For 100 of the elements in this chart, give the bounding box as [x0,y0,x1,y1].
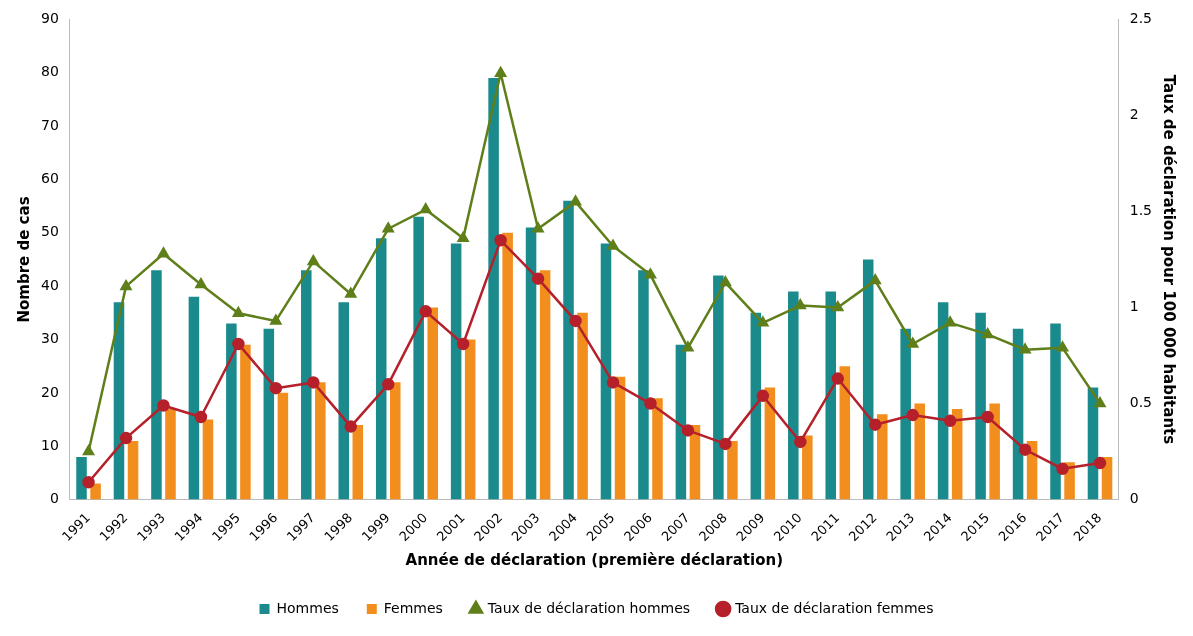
bar [900,328,911,500]
point [719,276,731,287]
point [606,376,620,389]
point [832,301,844,312]
point [382,222,394,233]
bar [600,243,612,500]
bar [375,238,387,500]
y-tick-label: 20 [40,383,59,400]
bar [876,414,888,500]
point [269,381,283,395]
bar [389,382,401,500]
bar [839,366,851,500]
y-tick-label: 10 [40,436,59,453]
legend-label: Taux de déclaration femmes [734,599,934,616]
point [794,435,807,449]
bar [263,328,275,500]
point [82,445,95,456]
point [644,397,657,410]
bar [989,403,1000,500]
point [82,476,95,489]
bar [352,424,364,500]
bar [450,243,462,500]
bar [464,339,476,500]
y-axis-title: Nombre de cas [14,196,33,323]
bar [240,344,251,500]
y2-tick-label: 1.5 [1129,202,1152,219]
bar [188,296,200,500]
bar [502,232,513,500]
y-tick-label: 90 [40,10,59,27]
point [495,66,507,77]
y2-tick-label: 1 [1129,298,1139,315]
point [157,399,170,412]
point [982,328,994,339]
y-tick-label: 70 [40,116,59,133]
bar [301,270,312,500]
point [381,378,395,391]
point [719,437,732,451]
point [194,410,208,424]
point [456,337,470,351]
point [569,314,582,328]
point [607,239,619,250]
point [869,274,881,285]
y2-axis-title: Taux de déclaration pour 100 000 habitants [1160,74,1179,445]
point [420,203,432,214]
bar [413,216,424,500]
bar [713,275,724,500]
bar [338,302,350,500]
y2-tick-label: 2 [1129,106,1139,123]
point [907,337,919,348]
y-tick-label: 60 [40,170,59,187]
bar [825,291,837,500]
bar [90,483,101,500]
bar [577,312,588,500]
x-axis-title: Année de déclaration (première déclaration) [405,550,783,569]
bar [202,419,214,500]
point [195,278,207,289]
y-tick-label: 30 [40,330,59,347]
point [532,222,544,233]
bar [76,456,87,500]
bar [914,403,925,500]
point [270,314,282,325]
point [831,372,845,385]
point [119,431,133,445]
bar [226,323,237,500]
y2-tick-label: 0.5 [1129,394,1152,411]
point [1056,462,1069,476]
point [943,414,957,428]
point [344,420,358,433]
point [157,247,170,258]
point [419,305,432,318]
y-tick-label: 40 [40,276,59,293]
bar [539,270,551,500]
point [681,424,695,437]
point [120,280,132,291]
bar [652,398,663,500]
bar [614,376,626,500]
bar [788,291,799,500]
bar [315,382,326,500]
legend-label: Femmes [383,599,443,616]
bar [802,435,813,500]
bar [638,270,649,500]
bar [127,440,139,500]
point [1094,397,1106,408]
point [682,341,694,352]
y-tick-label: 50 [40,223,59,240]
bar [427,307,438,500]
point [1056,341,1069,352]
point [1019,343,1031,354]
bar [862,259,874,500]
point [944,316,956,327]
point [756,389,770,403]
bar [563,200,574,500]
point [494,234,507,247]
bar [937,302,949,500]
point [1093,456,1107,470]
bar [727,440,738,500]
point [531,272,545,285]
bar [975,312,986,500]
point [307,376,320,389]
y2-tick-label: 2.5 [1129,10,1152,27]
